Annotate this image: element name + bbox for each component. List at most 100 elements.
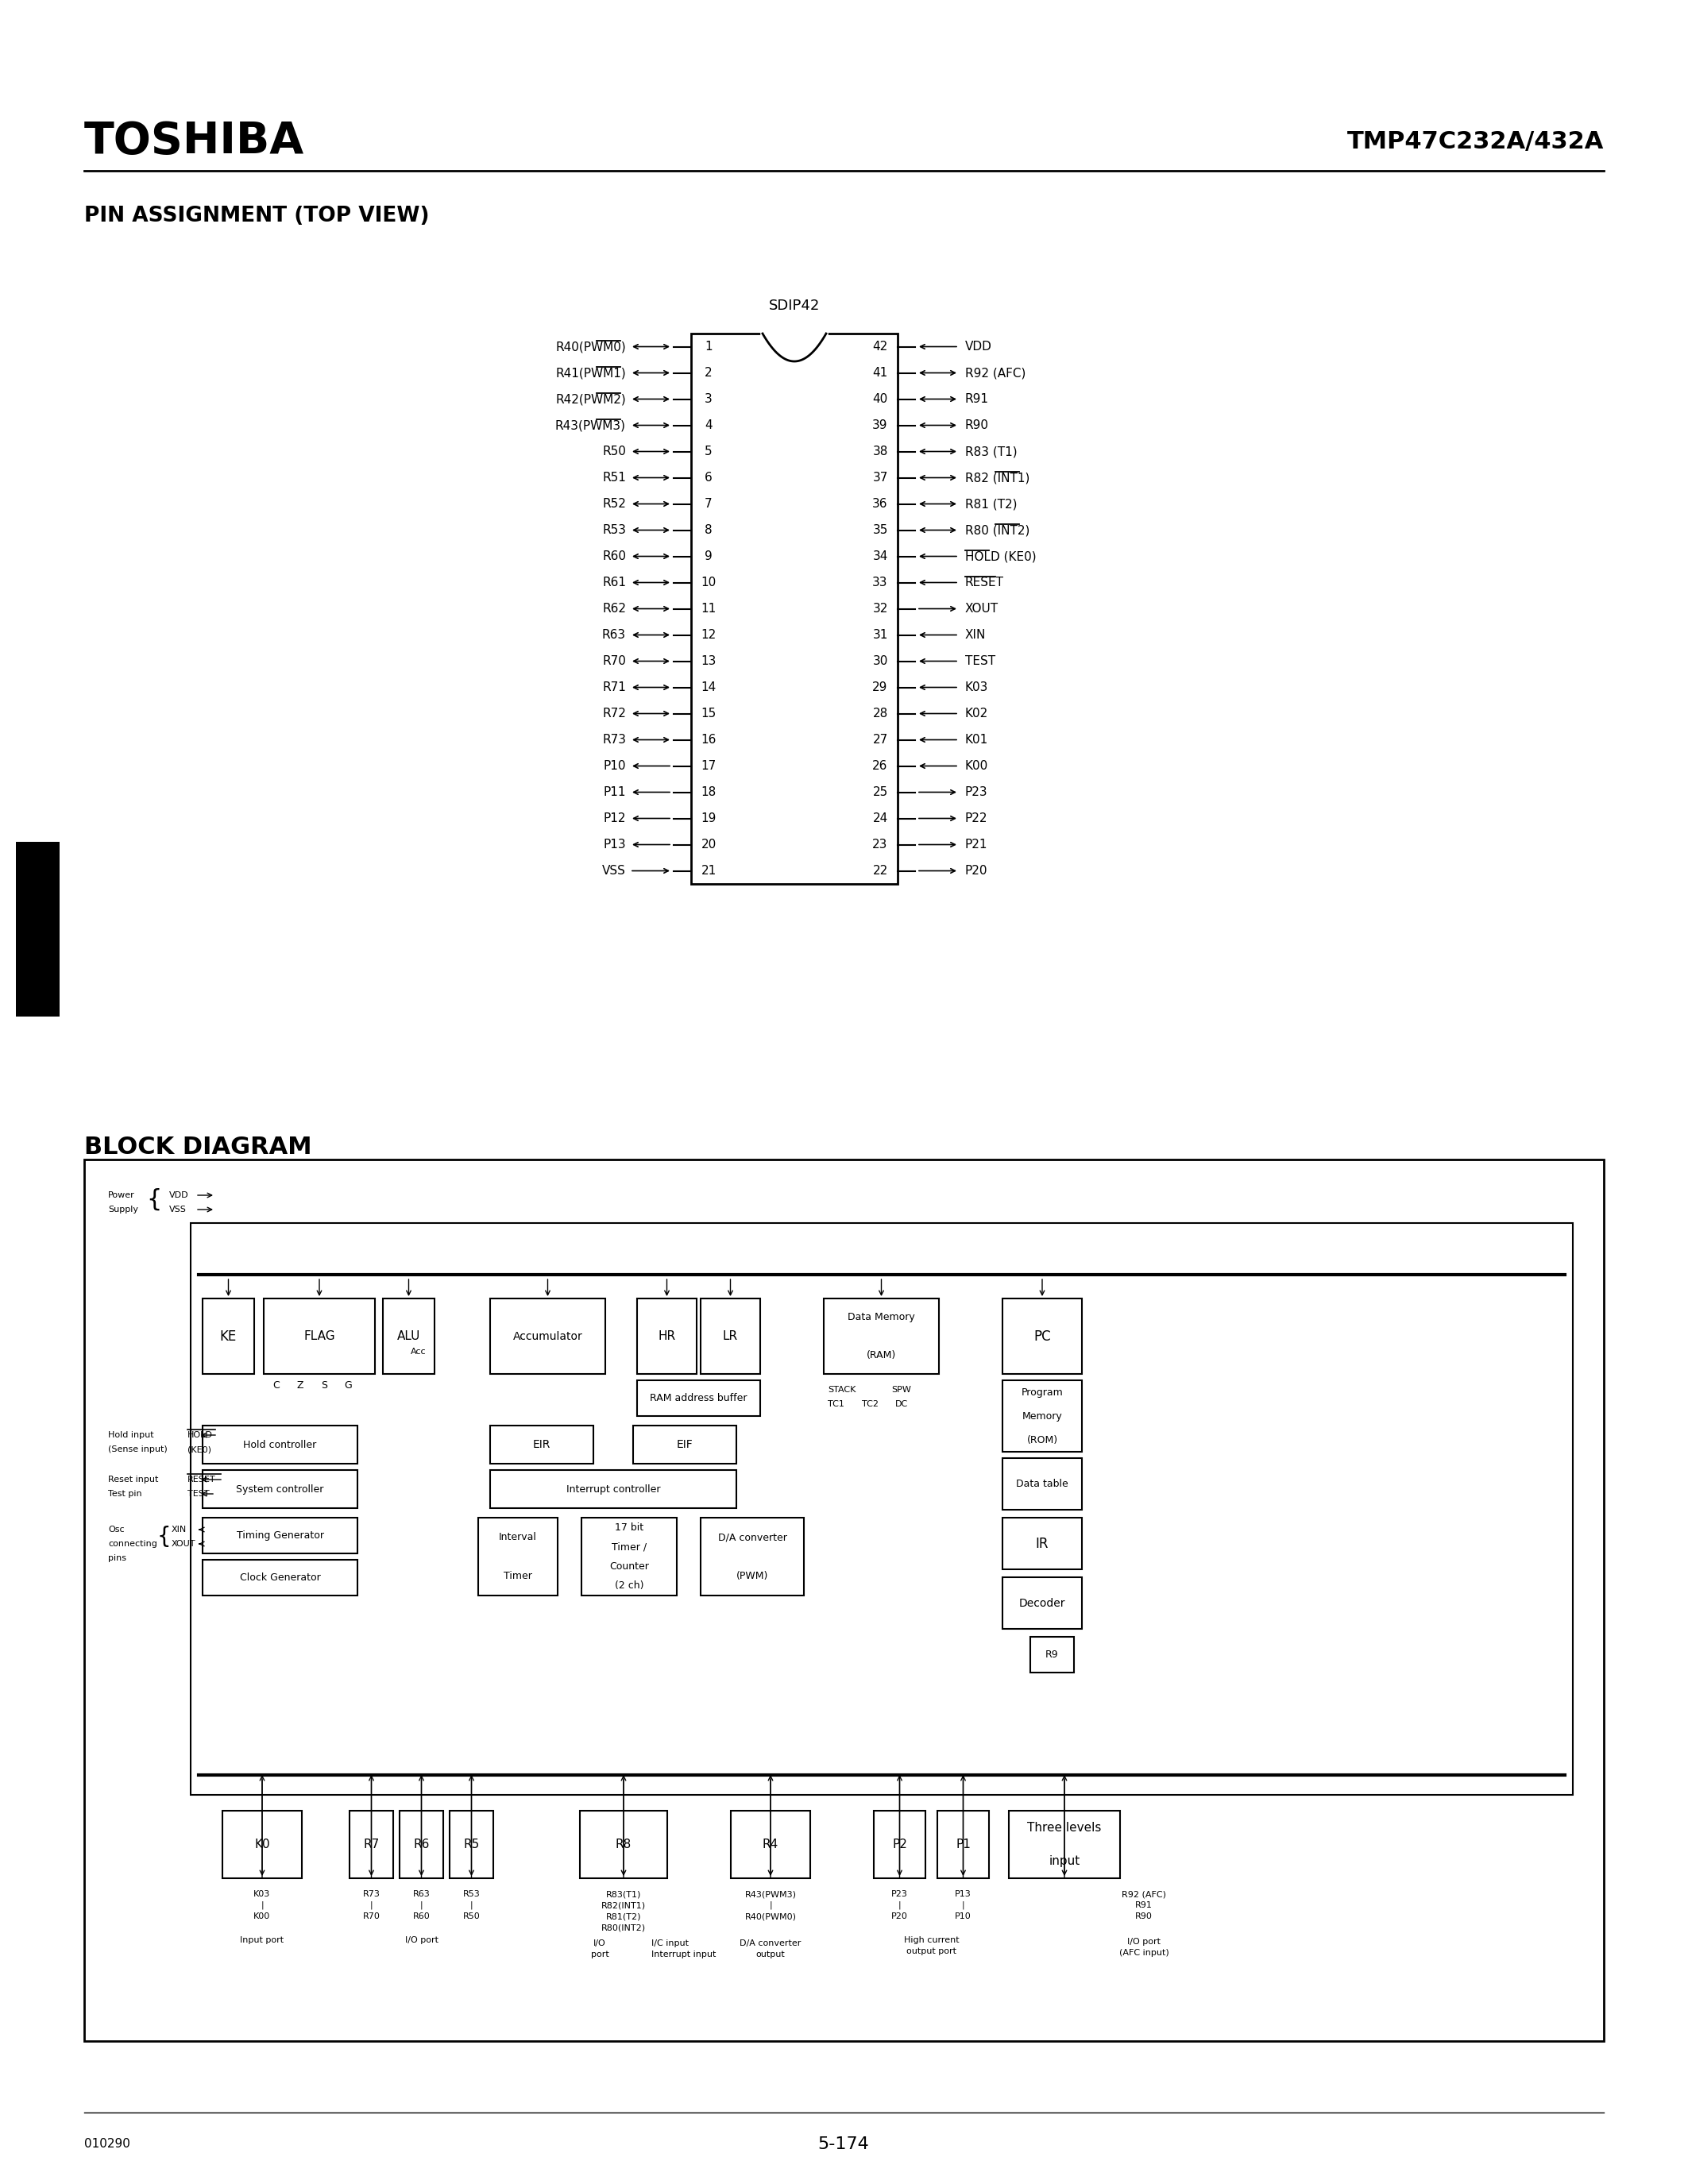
Text: 37: 37 bbox=[873, 472, 888, 483]
Bar bbox=[731, 1811, 810, 1878]
Text: XIN: XIN bbox=[172, 1527, 187, 1533]
Text: P13: P13 bbox=[955, 1889, 971, 1898]
Text: P22: P22 bbox=[966, 812, 987, 823]
Text: R92 (AFC): R92 (AFC) bbox=[1121, 1889, 1166, 1898]
Text: SPW: SPW bbox=[891, 1387, 912, 1393]
Text: R60: R60 bbox=[414, 1913, 430, 1920]
Text: R72: R72 bbox=[603, 708, 626, 719]
Text: |: | bbox=[420, 1902, 422, 1909]
Text: VDD: VDD bbox=[966, 341, 993, 352]
Text: K0: K0 bbox=[255, 1839, 270, 1850]
Text: K01: K01 bbox=[966, 734, 989, 745]
Text: K02: K02 bbox=[966, 708, 989, 719]
Text: P12: P12 bbox=[603, 812, 626, 823]
Text: R60: R60 bbox=[603, 550, 626, 561]
Text: 27: 27 bbox=[873, 734, 888, 745]
Text: R73: R73 bbox=[363, 1889, 380, 1898]
Text: R91: R91 bbox=[1134, 1902, 1153, 1909]
Text: Decoder: Decoder bbox=[1020, 1597, 1065, 1610]
Text: (ROM): (ROM) bbox=[1026, 1435, 1058, 1446]
Bar bbox=[1003, 1380, 1082, 1452]
Text: 1: 1 bbox=[706, 341, 712, 352]
Text: 39: 39 bbox=[873, 419, 888, 430]
Text: Timing Generator: Timing Generator bbox=[236, 1531, 324, 1540]
Bar bbox=[701, 1299, 760, 1374]
Bar bbox=[478, 1518, 557, 1597]
Text: connecting: connecting bbox=[108, 1540, 157, 1548]
Text: P13: P13 bbox=[603, 839, 626, 850]
Text: STACK: STACK bbox=[827, 1387, 856, 1393]
Text: R43(PWM3): R43(PWM3) bbox=[555, 419, 626, 430]
Text: DC: DC bbox=[895, 1400, 908, 1409]
Text: XIN: XIN bbox=[966, 629, 986, 640]
Bar bbox=[1009, 1811, 1121, 1878]
Text: 24: 24 bbox=[873, 812, 888, 823]
Text: 23: 23 bbox=[873, 839, 888, 850]
Text: 20: 20 bbox=[701, 839, 716, 850]
Text: ALU: ALU bbox=[397, 1330, 420, 1343]
Text: 33: 33 bbox=[873, 577, 888, 587]
Bar bbox=[581, 1811, 667, 1878]
Text: R7: R7 bbox=[363, 1839, 380, 1850]
Text: R62: R62 bbox=[603, 603, 626, 614]
Text: Counter: Counter bbox=[609, 1562, 648, 1572]
Bar bbox=[1003, 1459, 1082, 1509]
Text: 17: 17 bbox=[701, 760, 716, 771]
Text: Timer: Timer bbox=[503, 1570, 532, 1581]
Text: R40(PWM0): R40(PWM0) bbox=[555, 341, 626, 352]
Text: 29: 29 bbox=[873, 681, 888, 692]
Text: HOLD (KE0): HOLD (KE0) bbox=[966, 550, 1036, 561]
Text: R82 (INT1): R82 (INT1) bbox=[966, 472, 1030, 483]
Text: PC: PC bbox=[1033, 1330, 1050, 1343]
Text: Hold input: Hold input bbox=[108, 1431, 154, 1439]
Text: Supply: Supply bbox=[108, 1206, 138, 1214]
Bar bbox=[383, 1299, 434, 1374]
Text: {: { bbox=[157, 1527, 170, 1548]
Text: 6: 6 bbox=[704, 472, 712, 483]
Bar bbox=[191, 1223, 1573, 1795]
Text: Data table: Data table bbox=[1016, 1479, 1069, 1489]
Text: port: port bbox=[591, 1950, 609, 1959]
Text: Accumulator: Accumulator bbox=[513, 1330, 582, 1341]
Text: K03: K03 bbox=[253, 1889, 270, 1898]
Text: EIF: EIF bbox=[677, 1439, 694, 1450]
Text: R82(INT1): R82(INT1) bbox=[601, 1902, 647, 1909]
Text: D/A converter: D/A converter bbox=[739, 1939, 802, 1948]
Bar bbox=[1003, 1299, 1082, 1374]
Text: R81(T2): R81(T2) bbox=[606, 1913, 641, 1920]
Text: 36: 36 bbox=[873, 498, 888, 509]
Text: P11: P11 bbox=[603, 786, 626, 797]
Text: Input port: Input port bbox=[240, 1937, 284, 1944]
Text: R42(PWM2): R42(PWM2) bbox=[555, 393, 626, 404]
Text: |: | bbox=[469, 1902, 473, 1909]
Text: XOUT: XOUT bbox=[172, 1540, 196, 1548]
Bar bbox=[701, 1518, 803, 1597]
Text: R61: R61 bbox=[603, 577, 626, 587]
Text: 2: 2 bbox=[706, 367, 712, 378]
Text: R41(PWM1): R41(PWM1) bbox=[555, 367, 626, 378]
Text: R5: R5 bbox=[464, 1839, 479, 1850]
Text: Hold controller: Hold controller bbox=[243, 1439, 317, 1450]
Text: HOLD: HOLD bbox=[187, 1431, 213, 1439]
Text: input: input bbox=[1048, 1856, 1080, 1867]
Text: P2: P2 bbox=[891, 1839, 906, 1850]
Text: K00: K00 bbox=[253, 1913, 270, 1920]
Bar bbox=[203, 1470, 358, 1509]
Text: Osc: Osc bbox=[108, 1527, 125, 1533]
Text: P10: P10 bbox=[603, 760, 626, 771]
Text: High current: High current bbox=[903, 1937, 959, 1944]
Text: 8: 8 bbox=[706, 524, 712, 535]
Text: 40: 40 bbox=[873, 393, 888, 404]
Text: R50: R50 bbox=[603, 446, 626, 456]
Text: Interrupt input: Interrupt input bbox=[652, 1950, 716, 1959]
Text: pins: pins bbox=[108, 1555, 127, 1562]
Text: R83(T1): R83(T1) bbox=[606, 1889, 641, 1898]
Text: 14: 14 bbox=[701, 681, 716, 692]
Bar bbox=[1030, 1636, 1074, 1673]
Text: KE: KE bbox=[219, 1330, 236, 1343]
Text: Acc: Acc bbox=[410, 1348, 427, 1356]
Text: R6: R6 bbox=[414, 1839, 429, 1850]
Bar bbox=[223, 1811, 302, 1878]
Text: I/O port: I/O port bbox=[405, 1937, 439, 1944]
Text: P23: P23 bbox=[891, 1889, 908, 1898]
